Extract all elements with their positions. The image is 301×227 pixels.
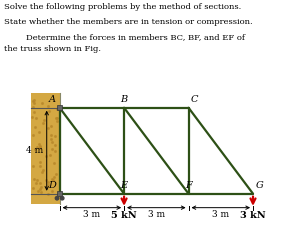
- Text: A: A: [49, 95, 56, 104]
- Text: 3 m: 3 m: [212, 210, 229, 219]
- Text: D: D: [48, 181, 56, 190]
- Text: State whether the members are in tension or compression.: State whether the members are in tension…: [4, 18, 252, 26]
- Text: E: E: [120, 181, 128, 190]
- Text: Solve the following problems by the method of sections.: Solve the following problems by the meth…: [4, 3, 241, 11]
- Text: 3 kN: 3 kN: [240, 211, 266, 220]
- Bar: [57, 191, 62, 196]
- Circle shape: [55, 197, 59, 200]
- Text: C: C: [191, 95, 198, 104]
- Circle shape: [61, 197, 64, 200]
- Text: G: G: [256, 181, 264, 190]
- Text: 5 kN: 5 kN: [111, 211, 137, 220]
- Text: the truss shown in Fig.: the truss shown in Fig.: [4, 45, 101, 53]
- Text: Determine the forces in members BC, BF, and EF of: Determine the forces in members BC, BF, …: [26, 33, 245, 41]
- Text: 3 m: 3 m: [148, 210, 165, 219]
- Text: 4 m: 4 m: [26, 146, 44, 155]
- Text: 3 m: 3 m: [83, 210, 101, 219]
- Bar: [31, 93, 60, 205]
- Text: B: B: [120, 95, 128, 104]
- Bar: [57, 105, 62, 110]
- Text: F: F: [185, 181, 192, 190]
